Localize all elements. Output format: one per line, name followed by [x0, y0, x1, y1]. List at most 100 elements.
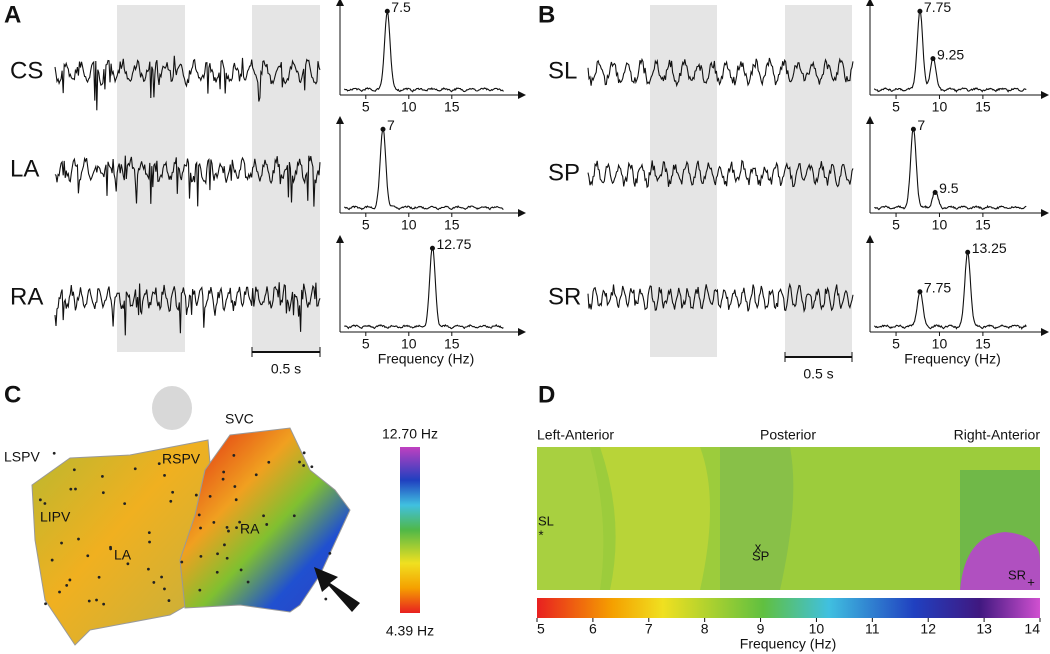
- electrode: [199, 526, 202, 530]
- tick-label: 6: [589, 621, 597, 637]
- signal-label: SL: [548, 57, 577, 84]
- electrode: [262, 514, 265, 518]
- x-axis-label: Frequency (Hz): [904, 351, 1000, 367]
- spectrum: [873, 9, 1027, 93]
- electrode: [212, 521, 216, 524]
- electrode: [58, 590, 61, 594]
- electrode: [194, 493, 198, 497]
- electrode: [324, 597, 328, 601]
- tick-label: 5: [892, 99, 900, 115]
- electrode: [246, 580, 250, 584]
- region-label: SVC: [225, 411, 254, 427]
- electrode: [123, 502, 127, 506]
- electrode: [254, 473, 258, 477]
- electrode: [50, 558, 54, 562]
- peak-label: 12.75: [436, 236, 471, 252]
- electrode: [328, 551, 332, 555]
- arrow: [314, 567, 360, 612]
- site-marker: x: [755, 539, 762, 554]
- tick-label: 12: [920, 621, 936, 637]
- tick-label: 10: [401, 217, 417, 233]
- signal-trace: [587, 57, 854, 88]
- electrode: [227, 529, 230, 533]
- electrode: [238, 520, 242, 524]
- map-region: [537, 447, 604, 590]
- arrowhead: [1041, 328, 1049, 336]
- peak: [932, 189, 938, 195]
- site-marker: +: [1027, 574, 1035, 589]
- electrode: [101, 474, 104, 478]
- spectrum: [874, 126, 1027, 211]
- arrowhead: [866, 0, 874, 6]
- electrode: [292, 514, 296, 518]
- site-label: SR: [1008, 567, 1026, 582]
- region-label: RA: [240, 521, 260, 537]
- signal-trace: [587, 282, 854, 313]
- electrode: [199, 554, 203, 558]
- electrode: [86, 554, 90, 558]
- region-label: LA: [114, 547, 132, 563]
- map-region: [960, 532, 1040, 590]
- electrode: [152, 581, 156, 584]
- spectrum: [873, 251, 1027, 330]
- peak-label: 7.75: [924, 0, 951, 15]
- right-atrium: [179, 427, 351, 613]
- electrode: [60, 541, 63, 545]
- electrode: [147, 531, 151, 535]
- site-label: SL: [538, 513, 554, 528]
- electrode: [65, 584, 69, 587]
- electrode: [265, 523, 269, 526]
- electrode: [43, 502, 47, 505]
- electrode: [197, 513, 201, 517]
- colorbar: [400, 447, 420, 613]
- signal-label: RA: [10, 283, 43, 310]
- electrode: [52, 451, 56, 455]
- signal-trace: [587, 159, 854, 189]
- electrode: [233, 485, 237, 488]
- scale-label: 0.5 s: [271, 361, 301, 377]
- electrode: [225, 525, 229, 529]
- tick-label: 11: [865, 621, 880, 637]
- electrode: [239, 568, 243, 572]
- peak: [917, 8, 923, 14]
- electrode: [148, 540, 151, 544]
- spectrum: [344, 245, 504, 330]
- arrowhead: [518, 91, 526, 99]
- electrode: [163, 587, 166, 591]
- signal-label: SP: [548, 159, 580, 186]
- map-region: [600, 447, 710, 590]
- tick-label: 9: [757, 621, 765, 637]
- panel-label: A: [4, 1, 21, 28]
- electrode: [87, 599, 91, 603]
- electrode: [109, 547, 113, 551]
- view-label: Left-Anterior: [537, 427, 614, 443]
- tick-label: 10: [809, 621, 825, 637]
- tick-label: 5: [892, 217, 900, 233]
- tick-label: 14: [1024, 621, 1040, 637]
- tick-label: 15: [444, 99, 460, 115]
- peak: [910, 126, 916, 132]
- site-label: SP: [752, 548, 769, 563]
- view-label: Right-Anterior: [954, 427, 1041, 443]
- electrode: [77, 537, 80, 541]
- colorbar-min: 4.39 Hz: [386, 623, 434, 639]
- tick-label: 10: [401, 99, 417, 115]
- colorbar-max: 12.70 Hz: [382, 426, 438, 442]
- tick-label: 5: [892, 336, 900, 352]
- tick-label: 8: [701, 621, 709, 637]
- peak: [429, 245, 435, 251]
- tick-label: 10: [932, 336, 948, 352]
- signal-trace: [54, 282, 321, 336]
- shape: [152, 386, 192, 430]
- signal-trace: [54, 55, 321, 111]
- tick-label: 15: [444, 336, 460, 352]
- arrowhead: [866, 116, 874, 124]
- electrode: [44, 602, 47, 606]
- region-label: RSPV: [162, 451, 201, 467]
- arrowhead: [336, 235, 344, 243]
- peak: [380, 126, 386, 132]
- electrode: [95, 598, 98, 602]
- tick-label: 10: [401, 336, 417, 352]
- site-marker: *: [538, 527, 543, 542]
